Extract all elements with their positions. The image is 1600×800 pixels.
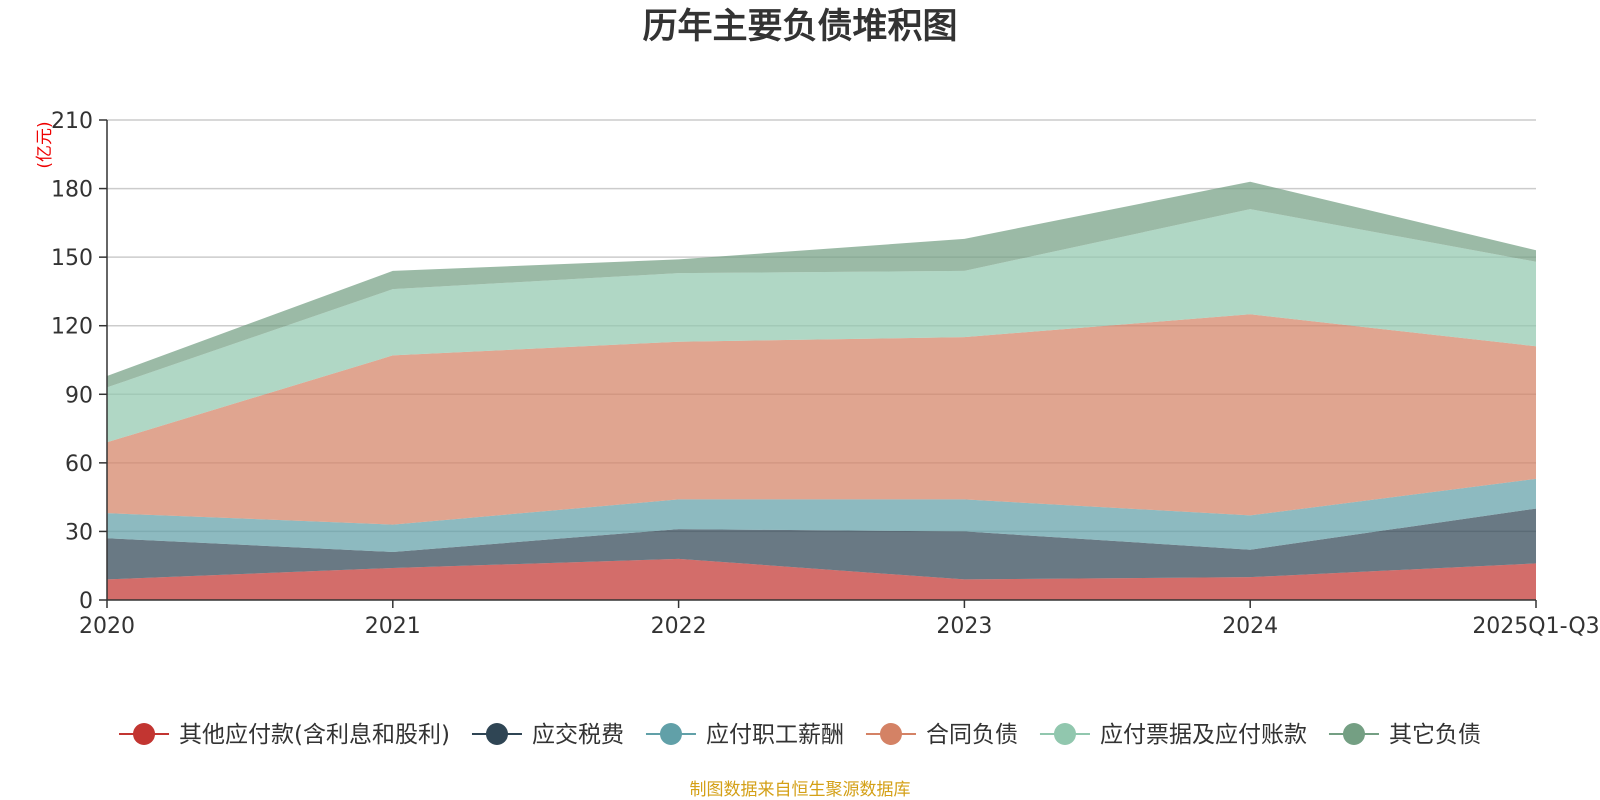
legend-circle-icon — [659, 723, 682, 745]
legend-item[interactable]: 应付票据及应付账款 — [1039, 722, 1307, 748]
x-tick-label: 2020 — [79, 614, 135, 639]
legend-label: 应付票据及应付账款 — [1100, 722, 1307, 748]
source-note: 制图数据来自恒生聚源数据库 — [690, 780, 911, 800]
y-tick-label: 30 — [65, 520, 93, 545]
legend: 其他应付款(含利息和股利) 应交税费 应付职工薪酬 合同负债 应付票据及应付账款 其它负债 — [119, 722, 1481, 748]
y-tick-label: 60 — [65, 452, 93, 477]
legend-circle-icon — [879, 723, 902, 745]
legend-item[interactable]: 其它负债 — [1328, 722, 1481, 748]
legend-circle-icon — [1053, 723, 1076, 745]
x-tick-label: 2021 — [365, 614, 421, 639]
y-tick-label: 150 — [51, 246, 93, 271]
legend-circle-icon — [1342, 723, 1365, 745]
legend-item[interactable]: 应交税费 — [471, 722, 624, 748]
area-series-4 — [107, 314, 1536, 525]
area-series-2 — [107, 508, 1536, 580]
area-series-1 — [107, 558, 1536, 600]
y-tick-label: 90 — [65, 383, 93, 408]
legend-label: 应付职工薪酬 — [706, 722, 844, 748]
legend-item[interactable]: 合同负债 — [865, 722, 1018, 748]
y-tick-label: 0 — [79, 589, 93, 614]
x-tick-label: 2025Q1-Q3 — [1472, 614, 1599, 639]
x-tick-label: 2022 — [651, 614, 707, 639]
y-tick-label: 120 — [51, 315, 93, 340]
area-series-6 — [107, 181, 1536, 388]
legend-label: 其它负债 — [1389, 722, 1481, 748]
area-series — [107, 181, 1536, 600]
legend-label: 应交税费 — [532, 722, 624, 748]
x-tick-label: 2024 — [1222, 614, 1278, 639]
axes: 0 30 60 90 120 150 180 210 2020 2021 2022 2023 2024 2… — [51, 109, 1600, 639]
x-tick-label: 2023 — [936, 614, 992, 639]
legend-circle-icon — [133, 723, 156, 745]
area-series-3 — [107, 478, 1536, 552]
y-tick-label: 180 — [51, 178, 93, 203]
area-series-5 — [107, 209, 1536, 443]
y-axis-unit-label: (亿元) — [35, 121, 55, 168]
chart-title: 历年主要负债堆积图 — [642, 7, 957, 47]
legend-label: 其他应付款(含利息和股利) — [179, 722, 450, 748]
legend-circle-icon — [485, 723, 508, 745]
legend-label: 合同负债 — [926, 722, 1018, 748]
legend-item[interactable]: 应付职工薪酬 — [645, 722, 844, 748]
legend-item[interactable]: 其他应付款(含利息和股利) — [119, 722, 450, 748]
y-tick-label: 210 — [51, 109, 93, 134]
